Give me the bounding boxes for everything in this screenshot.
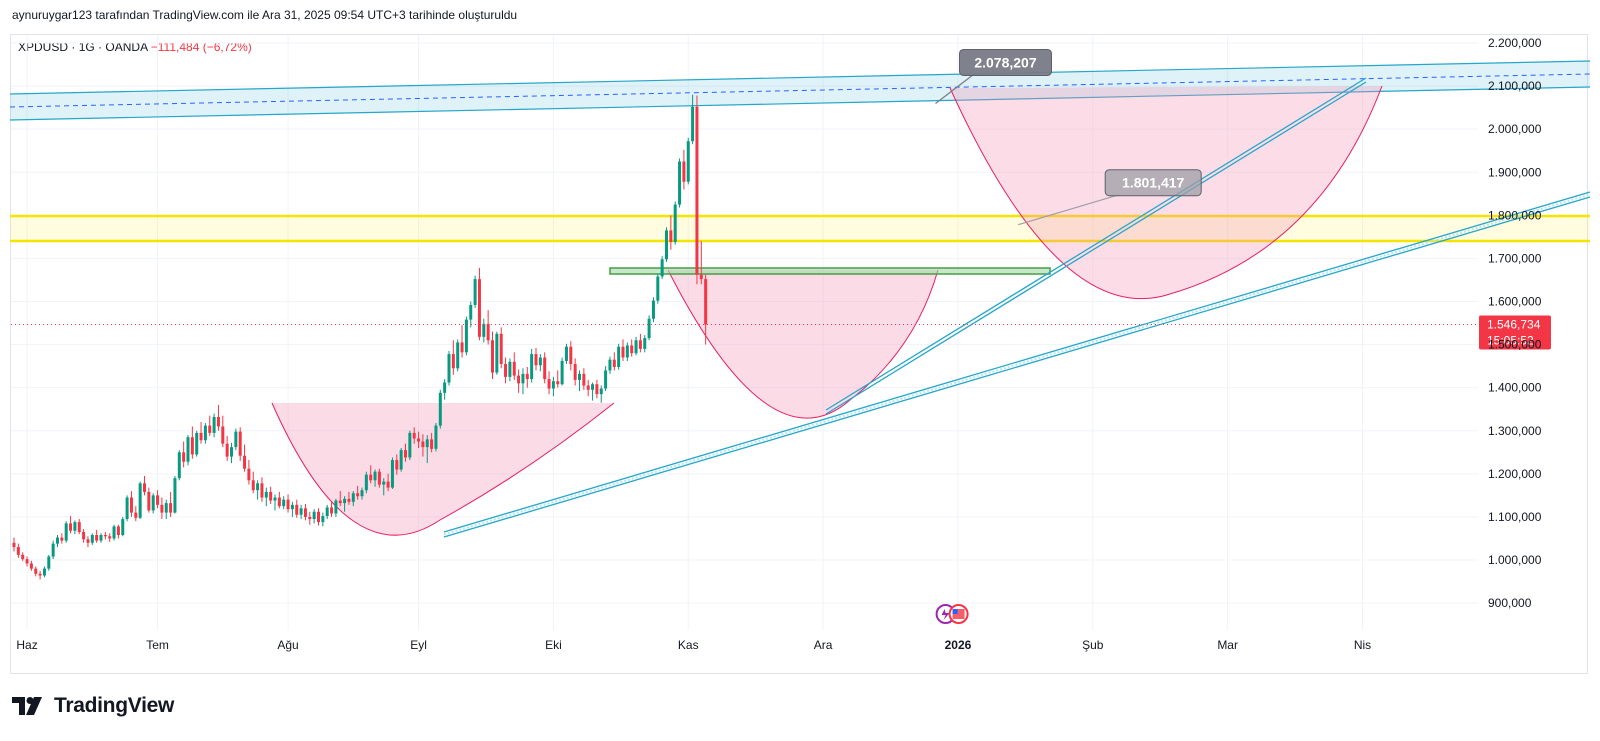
symbol-legend[interactable]: XPDUSD · 1G · OANDA −111,484 (−6,72%) (18, 40, 252, 54)
separator: · (71, 40, 76, 54)
tradingview-brand[interactable]: TradingView (12, 694, 174, 718)
separator: · (98, 40, 103, 54)
tradingview-logo-icon (12, 697, 42, 715)
interval: 1G (78, 40, 95, 54)
symbol-name: XPDUSD (18, 40, 69, 54)
broker: OANDA (105, 40, 148, 54)
price-change: −111,484 (−6,72%) (150, 40, 252, 54)
chart-caption: aynuruygar123 tarafından TradingView.com… (12, 8, 518, 22)
brand-name: TradingView (54, 694, 175, 717)
chart-frame (10, 34, 1588, 674)
